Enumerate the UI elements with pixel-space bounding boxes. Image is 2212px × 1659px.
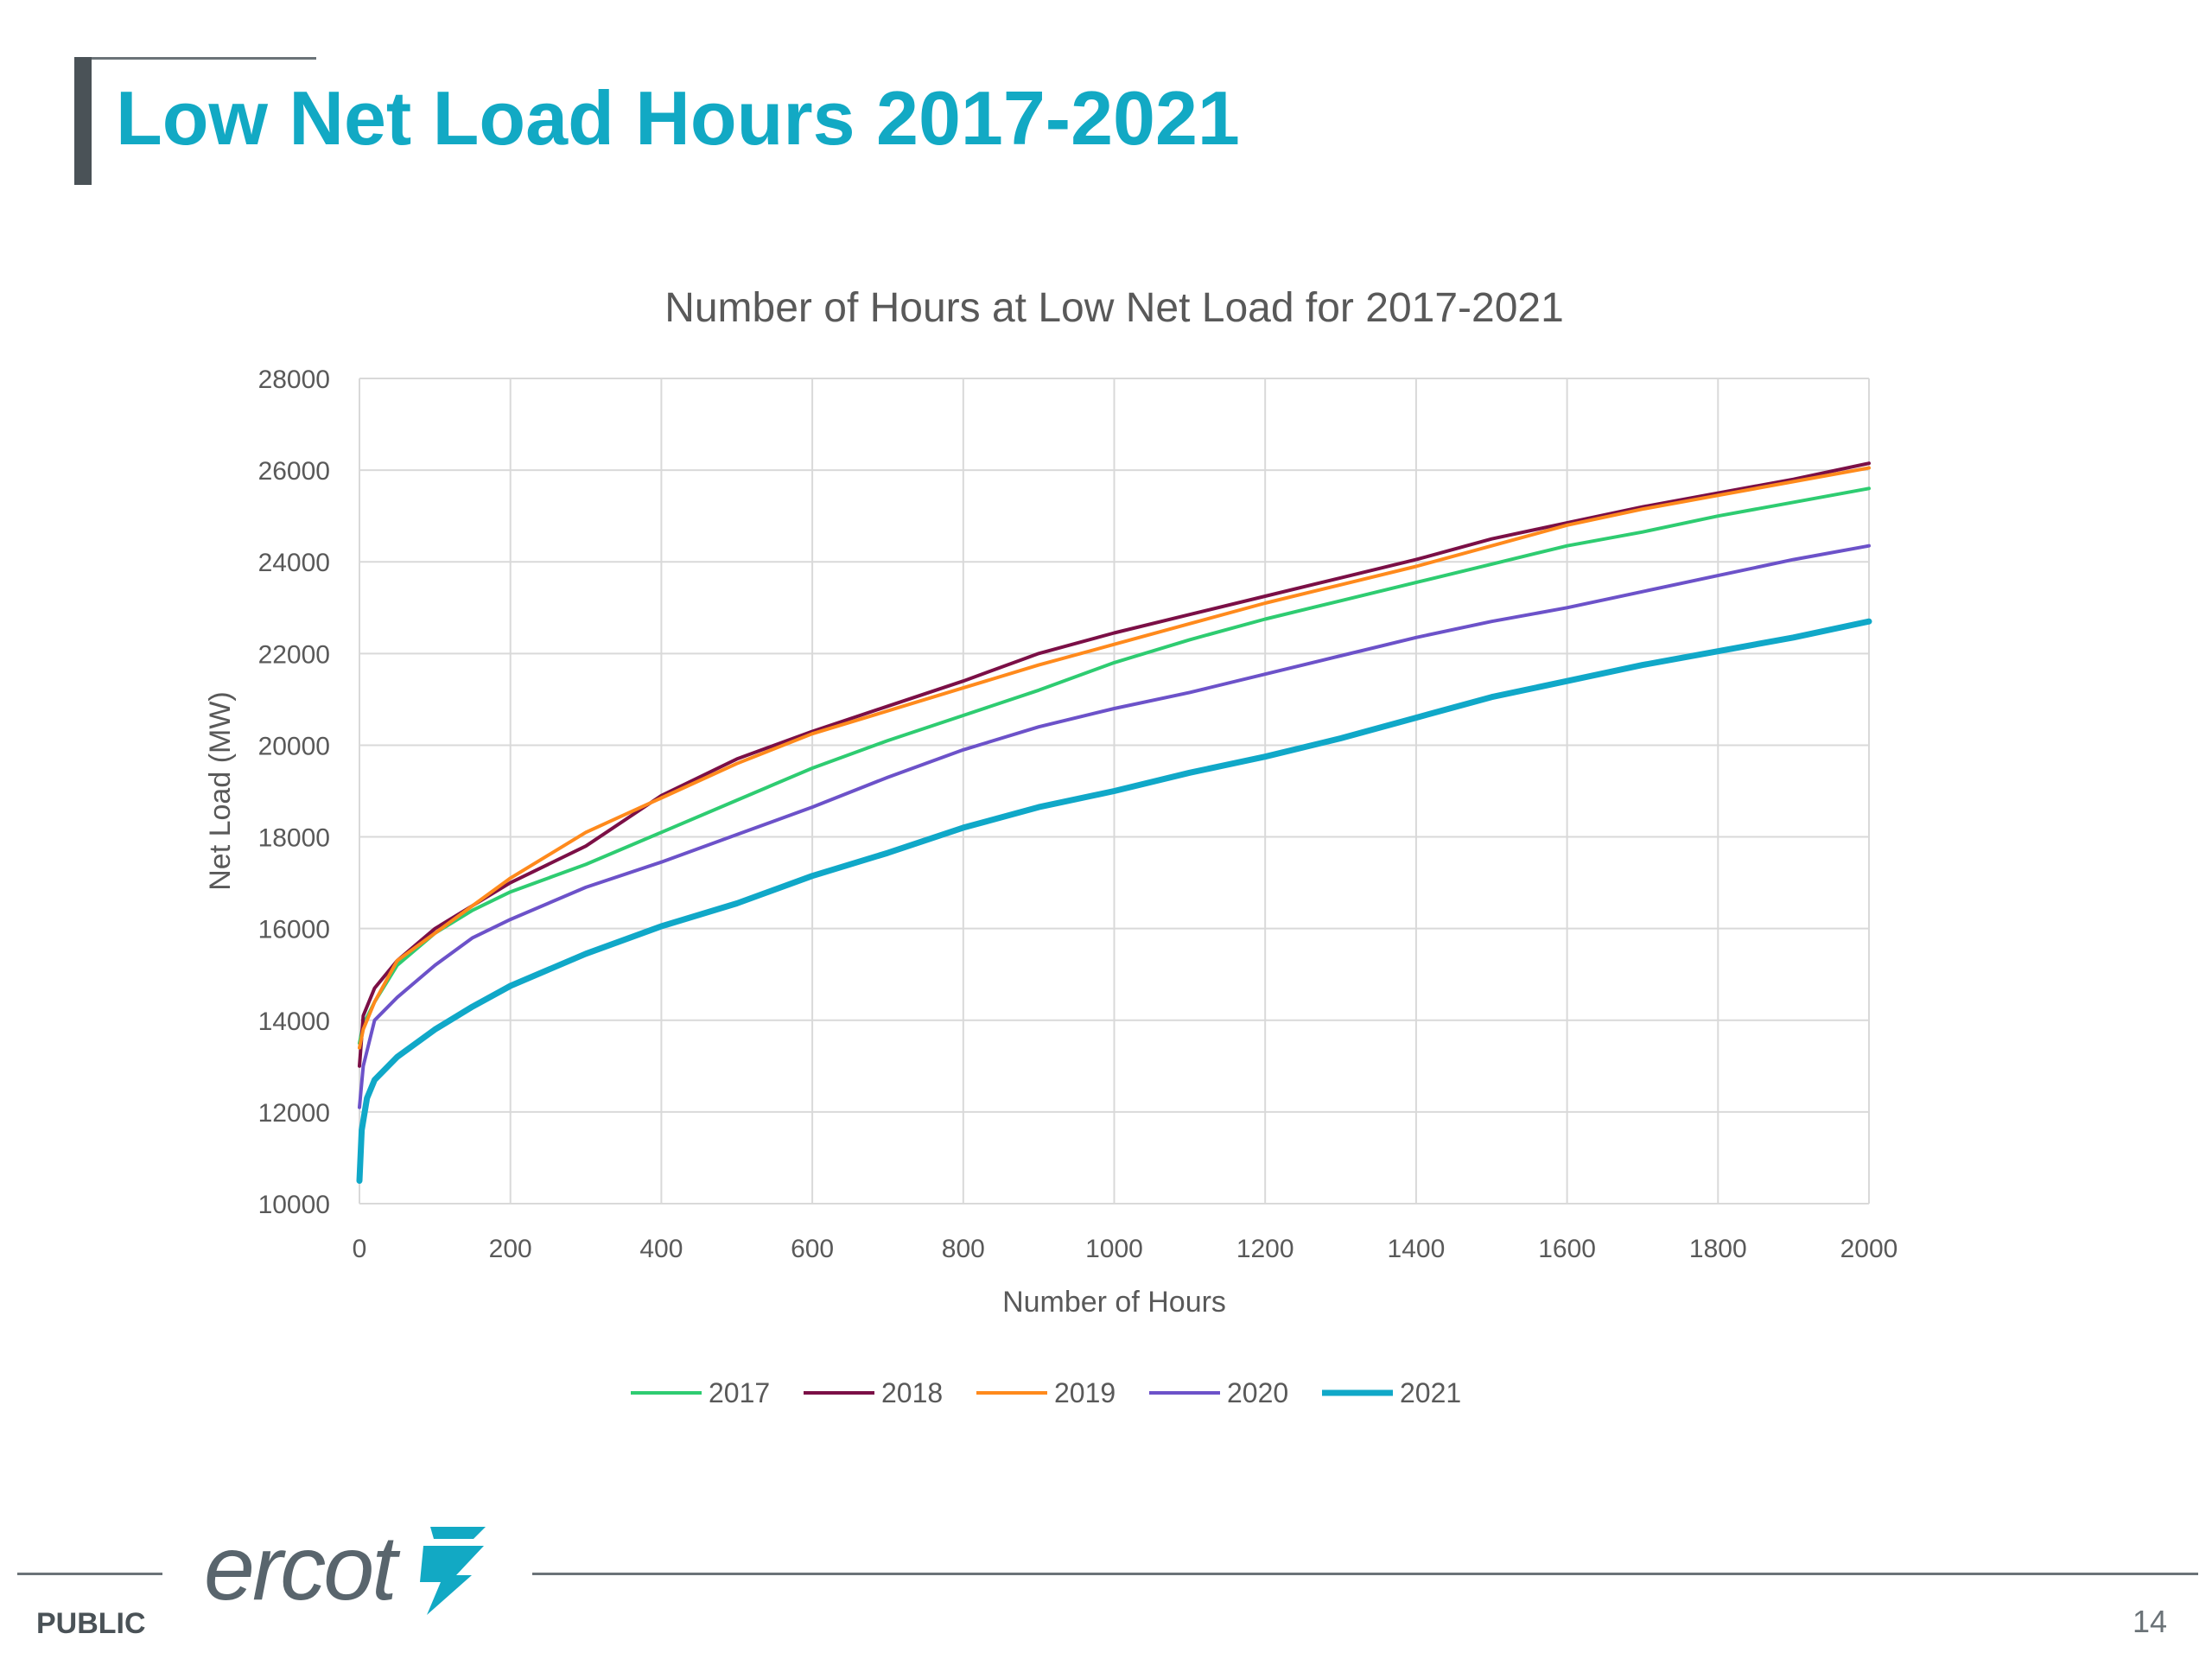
net-load-chart: Number of Hours at Low Net Load for 2017… <box>204 285 1898 1408</box>
y-tick-label: 16000 <box>258 916 330 944</box>
title-accent-bar <box>74 57 92 185</box>
x-tick-label: 1600 <box>1538 1235 1596 1263</box>
x-tick-label: 400 <box>639 1235 683 1263</box>
footer-divider-right <box>532 1573 2198 1575</box>
y-tick-label: 26000 <box>258 457 330 486</box>
x-tick-label: 1000 <box>1085 1235 1143 1263</box>
x-tick-label: 1800 <box>1689 1235 1747 1263</box>
legend-label-2019: 2019 <box>1054 1377 1116 1408</box>
page-title: Low Net Load Hours 2017-2021 <box>116 75 1240 161</box>
chart-title: Number of Hours at Low Net Load for 2017… <box>664 285 1564 331</box>
series-line-2021 <box>356 618 1872 1184</box>
legend-label-2018: 2018 <box>881 1377 943 1408</box>
series-line-2020 <box>358 543 1871 1109</box>
y-tick-label: 20000 <box>258 732 330 760</box>
x-tick-label: 200 <box>489 1235 532 1263</box>
y-tick-label: 12000 <box>258 1099 330 1128</box>
series-line-2019 <box>358 466 1871 1050</box>
legend-label-2021: 2021 <box>1400 1377 1461 1408</box>
y-tick-label: 28000 <box>258 365 330 394</box>
x-axis-label: Number of Hours <box>1002 1286 1226 1319</box>
lightning-mark-icon <box>420 1527 486 1615</box>
x-tick-label: 1400 <box>1388 1235 1446 1263</box>
footer-divider-left <box>17 1573 162 1575</box>
y-tick-label: 18000 <box>258 824 330 853</box>
series-line-2018 <box>358 461 1871 1068</box>
y-axis-label: Net Load (MW) <box>204 691 237 891</box>
x-tick-label: 800 <box>942 1235 985 1263</box>
x-tick-label: 1200 <box>1236 1235 1294 1263</box>
y-tick-label: 10000 <box>258 1191 330 1219</box>
y-tick-label: 22000 <box>258 640 330 669</box>
y-tick-label: 14000 <box>258 1007 330 1036</box>
legend-label-2020: 2020 <box>1227 1377 1288 1408</box>
classification-label: PUBLIC <box>36 1607 146 1640</box>
page-number: 14 <box>2132 1604 2167 1639</box>
title-accent-line <box>74 57 316 60</box>
y-tick-label: 24000 <box>258 549 330 577</box>
logo-wordmark: ercot <box>204 1517 397 1619</box>
x-tick-label: 0 <box>353 1235 367 1263</box>
legend-label-2017: 2017 <box>709 1377 770 1408</box>
ercot-logo: ercot <box>204 1516 498 1620</box>
x-tick-label: 2000 <box>1840 1235 1898 1263</box>
x-tick-label: 600 <box>791 1235 834 1263</box>
